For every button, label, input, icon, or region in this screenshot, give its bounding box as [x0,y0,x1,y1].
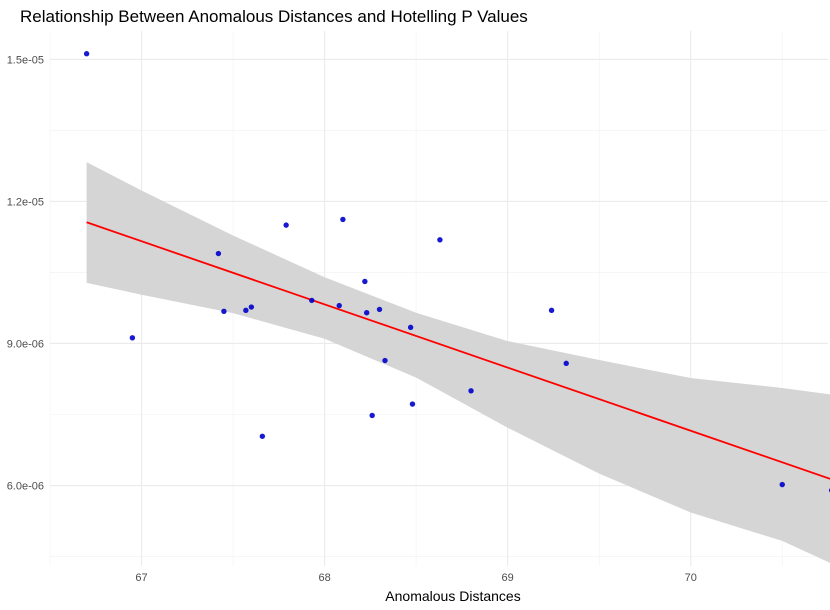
regression-line [86,221,830,480]
data-point [548,307,555,314]
data-point [468,388,474,394]
data-point [363,310,370,316]
y-axis-ticks: 6.0e-06 9.0e-06 1.2e-05 1.5e-05 [7,54,44,492]
x-axis-ticks: 67 68 69 70 [135,572,696,584]
data-point [248,304,255,310]
data-point [382,357,388,364]
chart-title: Relationship Between Anomalous Distances… [20,7,528,26]
data-point [563,360,569,367]
data-point [409,401,416,407]
confidence-band-layer [86,162,830,563]
data-point [336,302,342,309]
x-axis-title: Anomalous Distances [385,588,520,604]
data-point [221,308,227,314]
data-point [83,51,90,57]
y-tick-label: 6.0e-06 [7,481,44,493]
points-layer [83,51,830,493]
y-tick-label: 1.2e-05 [7,196,44,208]
data-point [309,297,315,304]
x-tick-label: 70 [685,572,697,584]
data-point [369,412,375,419]
x-tick-label: 68 [318,572,330,584]
data-point [129,335,136,341]
data-point [779,481,785,488]
data-point [376,306,383,313]
data-point [437,237,443,243]
y-tick-label: 9.0e-06 [7,338,44,350]
x-tick-label: 67 [135,572,147,584]
x-tick-label: 69 [502,572,514,584]
confidence-band [86,162,830,563]
y-tick-label: 1.5e-05 [7,54,44,66]
data-point [340,216,346,223]
data-point [283,222,289,228]
fit-line-layer [86,221,830,480]
data-point [259,433,266,439]
data-point [362,278,368,285]
data-point [215,250,222,257]
data-point [407,324,414,331]
data-point [243,307,249,314]
